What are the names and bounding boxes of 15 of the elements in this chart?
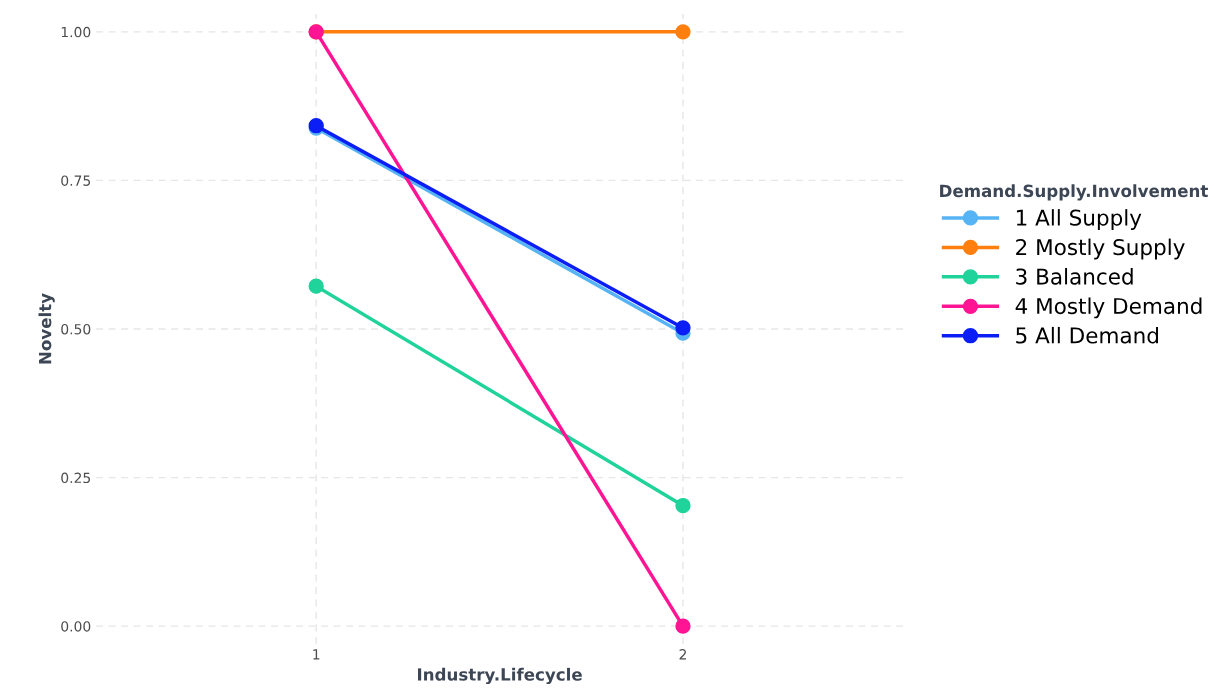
x-tick-label: 2 xyxy=(679,649,686,660)
y-tick-label: 0.00 xyxy=(61,621,91,632)
y-tick-label: 1.00 xyxy=(61,26,91,38)
legend-label: 2 Mostly Supply xyxy=(1016,238,1185,260)
x-tick-label: 1 xyxy=(313,649,320,660)
legend-label: 4 Mostly Demand xyxy=(1015,297,1202,319)
y-tick-label: 0.75 xyxy=(61,175,91,186)
legend-label: 5 All Demand xyxy=(1016,326,1158,344)
legend-label: 1 All Supply xyxy=(1016,209,1142,230)
y-tick-label: 0.50 xyxy=(61,323,91,335)
y-tick-label: 0.25 xyxy=(61,472,91,484)
legend-label: 3 Balanced xyxy=(1016,268,1133,285)
legend-title: Demand.Supply.Involvement xyxy=(940,184,1208,201)
y-axis-title: Novelty xyxy=(38,293,55,364)
x-axis-title: Industry.Lifecycle xyxy=(418,667,582,685)
